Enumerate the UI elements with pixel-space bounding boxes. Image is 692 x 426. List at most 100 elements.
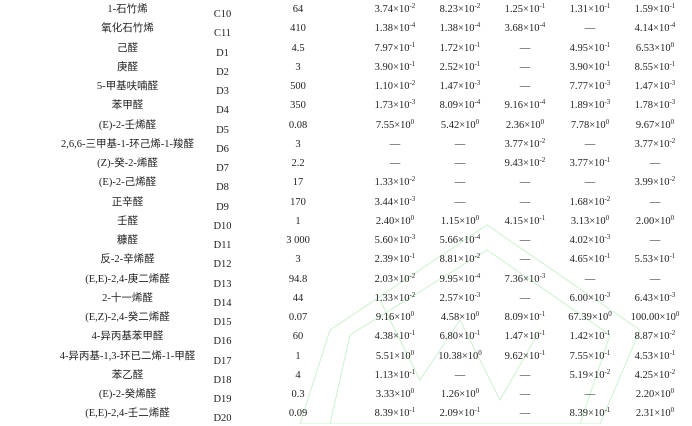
empty-value-dash: — bbox=[454, 138, 466, 150]
exponent: -4 bbox=[539, 98, 546, 107]
times-ten: ×10 bbox=[653, 4, 670, 15]
mantissa: 5.51 bbox=[375, 350, 395, 362]
mantissa: 1.38 bbox=[374, 23, 394, 35]
compound-name: 氧化石竹烯 bbox=[101, 23, 154, 35]
empty-value-dash: — bbox=[454, 196, 466, 208]
threshold-value: 1 bbox=[295, 215, 301, 227]
mantissa: 2.40 bbox=[375, 215, 395, 227]
mantissa: 1.31 bbox=[569, 4, 589, 15]
times-ten: ×10 bbox=[394, 312, 411, 323]
times-ten: ×10 bbox=[394, 389, 411, 400]
times-ten: ×10 bbox=[459, 119, 476, 131]
mantissa: 1.72 bbox=[439, 42, 459, 54]
exponent: -2 bbox=[474, 2, 481, 10]
mantissa: 7.55 bbox=[569, 350, 589, 362]
exponent: -1 bbox=[669, 348, 676, 357]
value-cell: 3.74×10-2 bbox=[360, 3, 430, 17]
exponent: -4 bbox=[474, 271, 481, 280]
times-ten: ×10 bbox=[459, 312, 476, 323]
exponent: -2 bbox=[669, 175, 676, 184]
empty-value-dash: — bbox=[649, 235, 661, 246]
times-ten: ×10 bbox=[394, 215, 411, 227]
value-cell: 7.36×10-3 bbox=[490, 272, 560, 287]
value-cell: 3.99×10-2 bbox=[620, 176, 690, 190]
empty-value-dash: — bbox=[519, 42, 531, 54]
times-ten: ×10 bbox=[458, 273, 475, 285]
mantissa: 1.68 bbox=[569, 196, 589, 208]
value-cell: 2.20×100 bbox=[620, 388, 690, 402]
exponent: 0 bbox=[410, 387, 415, 395]
mantissa: 10.38 bbox=[438, 350, 462, 362]
times-ten: ×10 bbox=[458, 4, 475, 15]
times-ten: ×10 bbox=[393, 81, 410, 92]
exponent: -3 bbox=[409, 233, 416, 241]
exponent: -3 bbox=[669, 98, 676, 107]
times-ten: ×10 bbox=[524, 119, 541, 131]
mantissa: 8.39 bbox=[569, 408, 589, 420]
value-cell: 8.87×10-2 bbox=[620, 330, 690, 344]
exponent: 0 bbox=[410, 117, 415, 126]
times-ten: ×10 bbox=[458, 61, 475, 73]
times-ten: ×10 bbox=[653, 254, 670, 266]
value-cell: 1.72×10-1 bbox=[425, 41, 495, 56]
compound-code: D2 bbox=[216, 66, 229, 78]
exponent: -3 bbox=[604, 79, 611, 87]
table-row: (E,E)-2,4-壬二烯醛 D20 0.09 8.39×10-1 2.09×10-1—… bbox=[0, 407, 692, 426]
compound-name: 苯乙醛 bbox=[111, 369, 144, 381]
times-ten: ×10 bbox=[393, 100, 410, 112]
value-cell: 7.55×10-1 bbox=[555, 349, 625, 364]
exponent: -1 bbox=[409, 367, 416, 376]
times-ten: ×10 bbox=[653, 177, 670, 189]
mantissa: 4.58 bbox=[440, 312, 460, 323]
mantissa: 3.77 bbox=[569, 158, 589, 169]
mantissa: 8.23 bbox=[439, 4, 459, 15]
compound-name: 庚醛 bbox=[117, 61, 138, 73]
mantissa: 3.90 bbox=[569, 61, 589, 73]
times-ten: ×10 bbox=[588, 61, 605, 73]
mantissa: 4.14 bbox=[634, 23, 654, 35]
value-cell: 4.25×10-2 bbox=[620, 368, 690, 383]
exponent: -1 bbox=[669, 59, 676, 68]
mantissa: 7.77 bbox=[569, 81, 589, 92]
empty-value-dash: — bbox=[519, 81, 531, 92]
value-cell: 1.68×10-2 bbox=[555, 195, 625, 210]
times-ten: ×10 bbox=[458, 81, 475, 92]
empty-value-dash: — bbox=[584, 138, 596, 150]
threshold-value: 410 bbox=[290, 23, 306, 35]
mantissa: 1.47 bbox=[634, 81, 654, 92]
times-ten: ×10 bbox=[523, 4, 540, 15]
exponent: 0 bbox=[410, 213, 415, 222]
exponent: 0 bbox=[670, 40, 675, 49]
compound-code: D4 bbox=[216, 105, 229, 117]
times-ten: ×10 bbox=[394, 350, 411, 362]
empty-value-dash: — bbox=[649, 273, 661, 285]
value-cell: 1.15×100 bbox=[425, 214, 495, 229]
exponent: -1 bbox=[604, 156, 611, 164]
value-cell: 1.42×10-1 bbox=[555, 330, 625, 344]
empty-value-dash: — bbox=[519, 196, 531, 208]
compound-name: 己醛 bbox=[117, 42, 138, 54]
exponent: -1 bbox=[604, 406, 611, 415]
table-row: 糠醛 D11 3 000 5.60×10-3 5.66×10-4—4.02×10-3— bbox=[0, 234, 692, 253]
exponent: -2 bbox=[474, 252, 481, 261]
compound-code: D7 bbox=[216, 163, 229, 174]
value-cell: 2.40×100 bbox=[360, 213, 430, 229]
times-ten: ×10 bbox=[588, 81, 605, 92]
compound-name: 反-2-辛烯醛 bbox=[100, 254, 155, 266]
mantissa: 3.44 bbox=[374, 196, 394, 208]
exponent: 0 bbox=[410, 310, 415, 318]
mantissa: 100.00 bbox=[630, 312, 660, 323]
value-cell: 9.62×10-1 bbox=[490, 349, 560, 364]
mantissa: 8.09 bbox=[439, 100, 459, 112]
value-cell: 1.33×10-2 bbox=[360, 176, 430, 190]
threshold-value: 350 bbox=[290, 100, 306, 112]
mantissa: 1.59 bbox=[634, 4, 654, 15]
value-cell: 3.77×10-1 bbox=[555, 157, 625, 171]
value-cell: 3.13×100 bbox=[555, 214, 625, 229]
exponent: -3 bbox=[474, 290, 481, 299]
threshold-value: 17 bbox=[292, 177, 304, 189]
compound-name: (E)-2-癸烯醛 bbox=[98, 389, 157, 400]
exponent: -3 bbox=[409, 98, 416, 107]
value-cell: 2.57×10-3 bbox=[425, 290, 495, 306]
exponent: 0 bbox=[475, 387, 480, 395]
